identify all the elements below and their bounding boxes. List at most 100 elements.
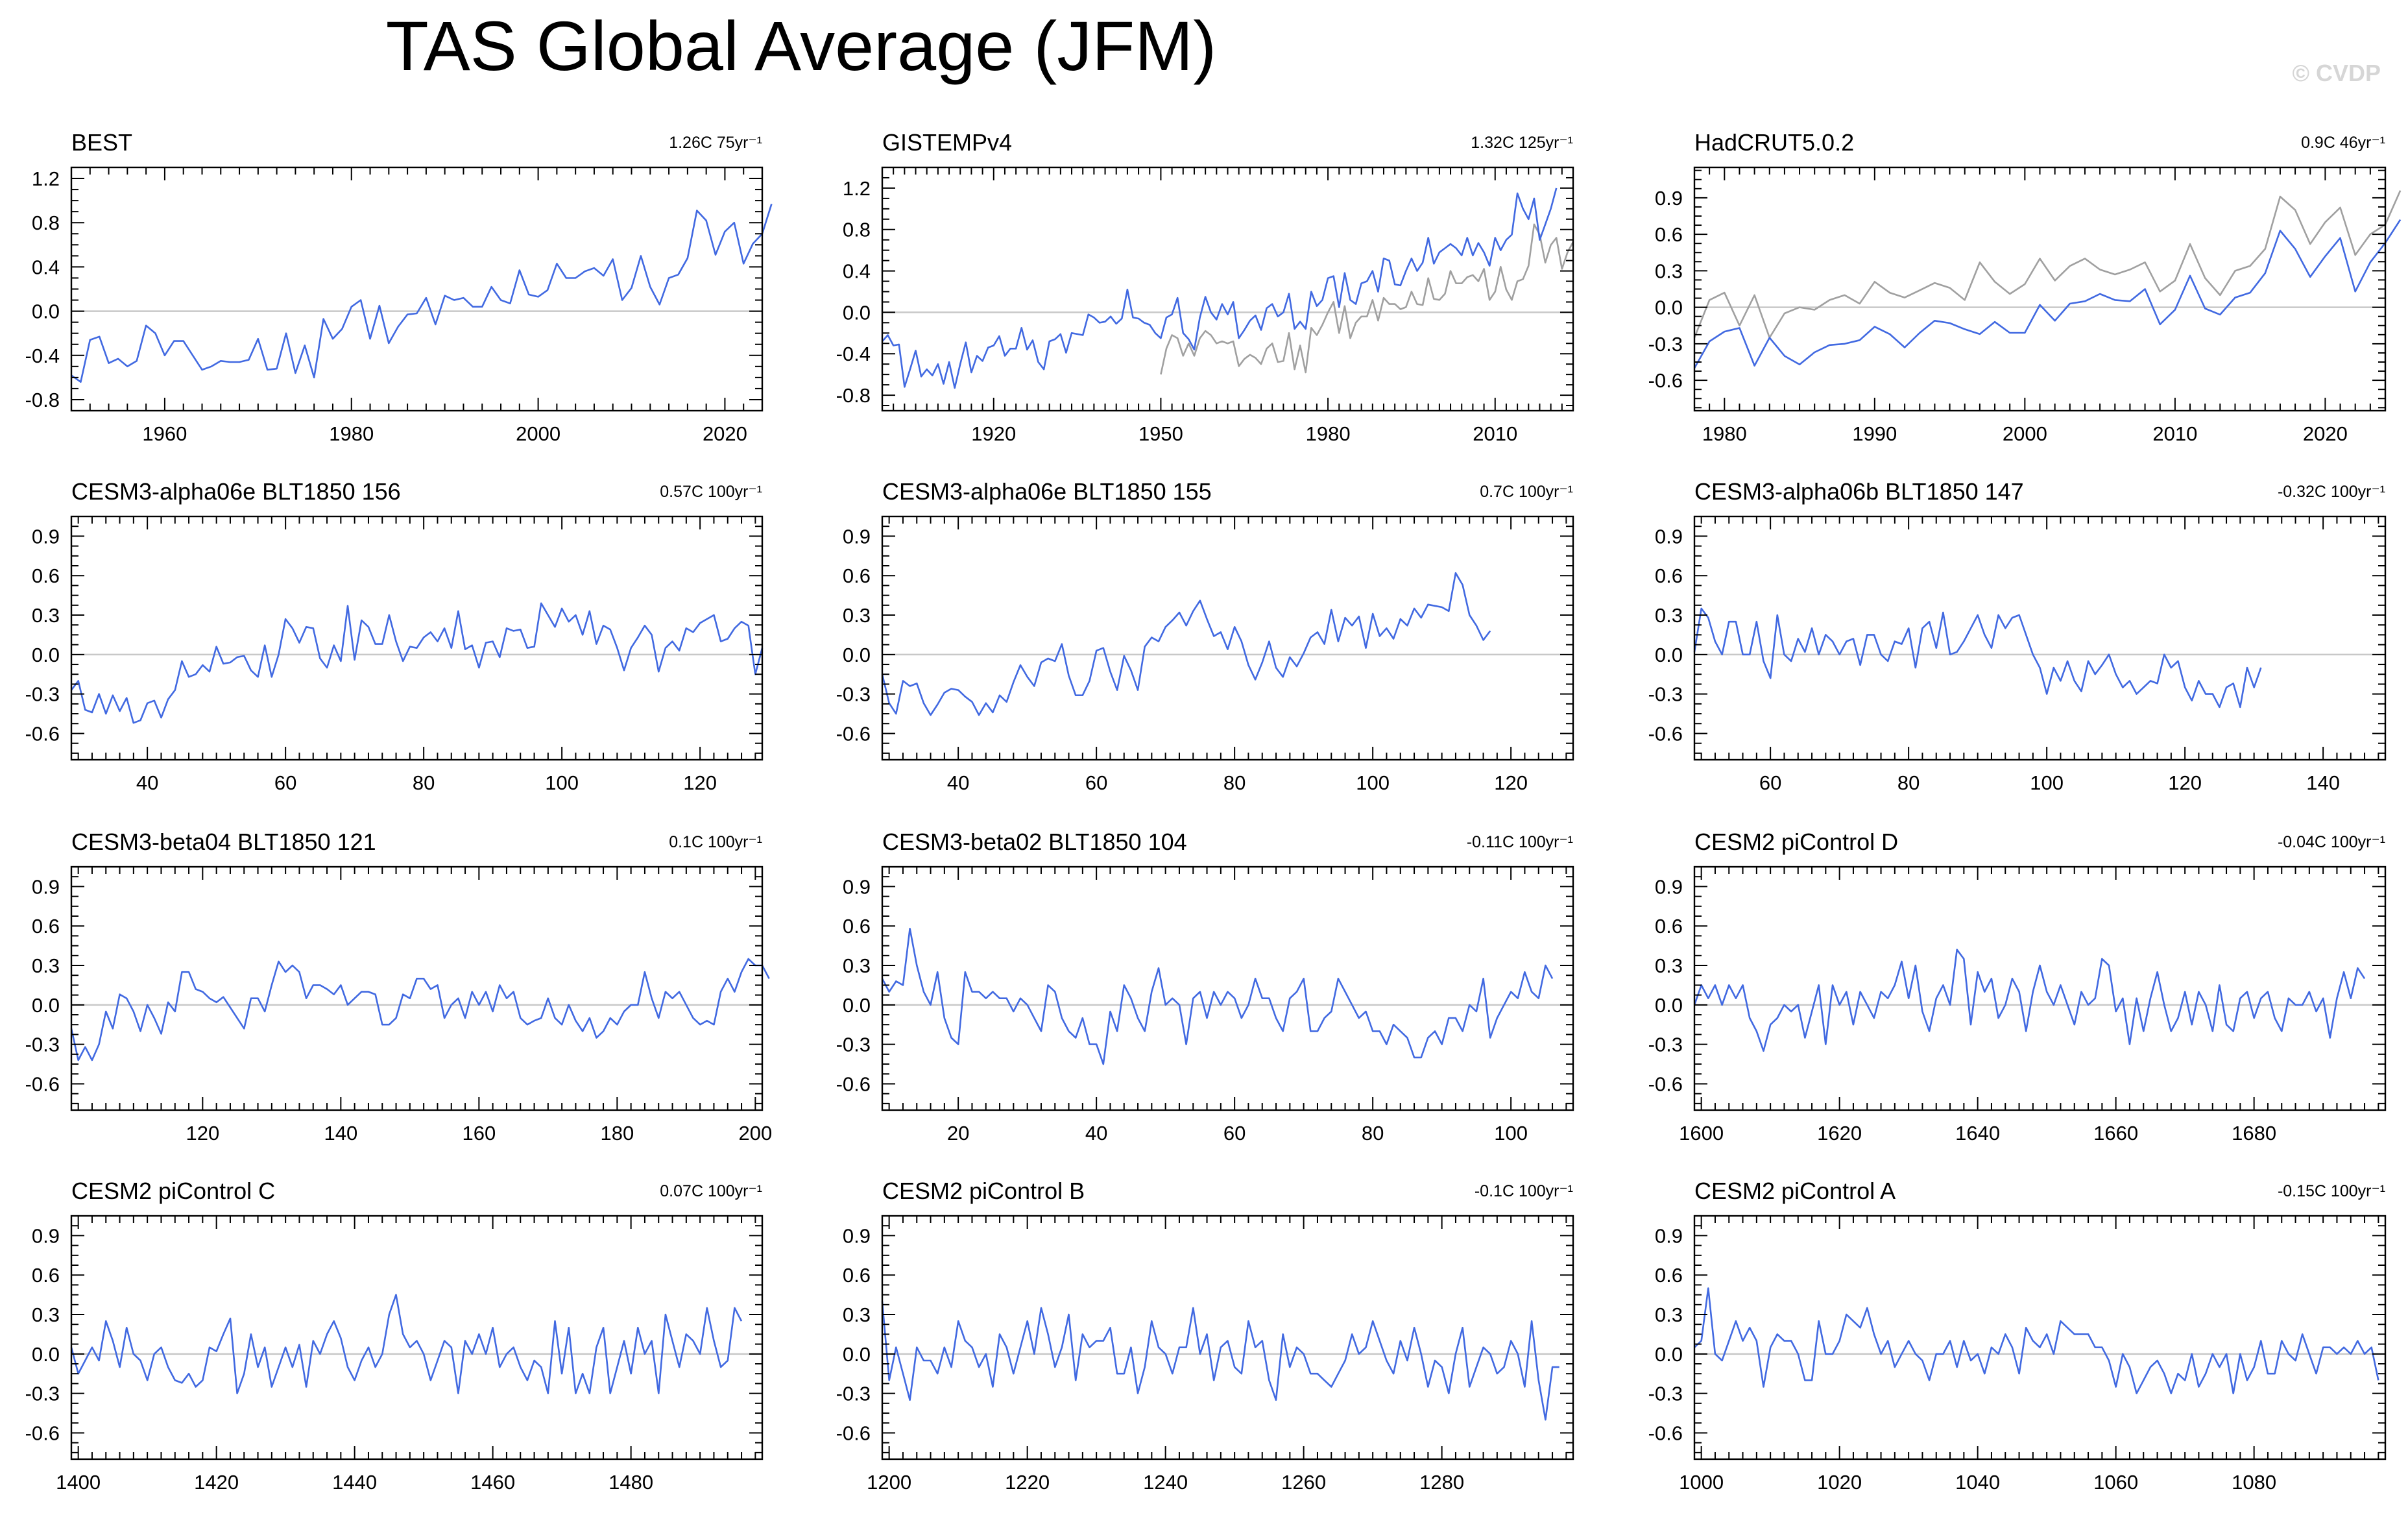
- y-tick-label: 0.0: [843, 1343, 871, 1366]
- panel-title: CESM2 piControl A: [1694, 1178, 1896, 1204]
- series-line: [881, 572, 1491, 716]
- plot-frame: [1693, 515, 2387, 761]
- y-tick-label: -0.4: [836, 343, 871, 365]
- y-tick-label: 0.3: [1655, 954, 1683, 977]
- y-tick-label: -0.8: [836, 384, 871, 407]
- x-tick-label: 40: [947, 771, 969, 794]
- panel-title: CESM3-alpha06b BLT1850 147: [1694, 478, 2024, 505]
- y-tick-label: 0.9: [32, 1224, 60, 1247]
- x-tick-label: 1000: [1679, 1471, 1724, 1494]
- x-tick-label: 1990: [1852, 422, 1897, 445]
- y-tick-label: 0.3: [843, 604, 871, 627]
- y-tick-label: 0.0: [1655, 994, 1683, 1017]
- y-tick-label: -0.8: [25, 389, 60, 411]
- y-tick-label: -0.3: [25, 1383, 60, 1405]
- chart-panel: -0.6 -0.3 0.0 0.3 0.6 0.9 1600 1620 1640 1660 1680…: [1648, 829, 2387, 1144]
- y-tick-label: -0.3: [1648, 333, 1683, 356]
- x-tick-label: 2020: [2303, 422, 2348, 445]
- x-tick-label: 2020: [703, 422, 747, 445]
- x-tick-label: 80: [413, 771, 435, 794]
- x-tick-label: 100: [1356, 771, 1390, 794]
- panel-trend: 1.26C 75yr⁻¹: [669, 134, 762, 152]
- y-tick-label: -0.6: [836, 722, 871, 745]
- plot-frame: [1693, 1215, 2387, 1460]
- x-tick-label: 1220: [1005, 1471, 1050, 1494]
- x-tick-label: 1980: [329, 422, 374, 445]
- series-line: [882, 188, 1558, 389]
- plot-frame: [881, 515, 1574, 761]
- y-tick-label: 0.9: [32, 525, 60, 548]
- panel-trend: -0.15C 100yr⁻¹: [2278, 1182, 2385, 1200]
- panel-title: CESM2 piControl C: [71, 1178, 275, 1204]
- x-tick-label: 1950: [1138, 422, 1183, 445]
- y-tick-label: 0.8: [32, 212, 60, 234]
- chart-panel: -0.6 -0.3 0.0 0.3 0.6 0.9 1400 1420 1440 1460 1480…: [25, 1178, 764, 1494]
- y-tick-label: 0.9: [1655, 1224, 1683, 1247]
- x-tick-label: 20: [947, 1122, 969, 1144]
- plot-frame: [70, 866, 764, 1111]
- x-tick-label: 100: [2030, 771, 2064, 794]
- panel-title: HadCRUT5.0.2: [1694, 129, 1854, 156]
- x-tick-label: 1020: [1817, 1471, 1862, 1494]
- x-tick-label: 60: [1085, 771, 1107, 794]
- y-tick-label: 0.3: [1655, 1303, 1683, 1326]
- chart-panel: -0.8 -0.4 0.0 0.4 0.8 1.2 1920 1950 1980 2010 GIST…: [836, 129, 1574, 445]
- x-tick-label: 120: [186, 1122, 219, 1144]
- panel-trend: 1.32C 125yr⁻¹: [1471, 134, 1573, 152]
- plot-frame: [70, 1215, 764, 1460]
- reference-line: [1693, 190, 2402, 339]
- y-tick-label: -0.3: [836, 1383, 871, 1405]
- y-tick-label: 0.0: [32, 644, 60, 666]
- panel-trend: -0.11C 100yr⁻¹: [1467, 833, 1573, 851]
- x-tick-label: 1620: [1817, 1122, 1862, 1144]
- series-line: [71, 203, 773, 383]
- chart-panel: -0.8 -0.4 0.0 0.4 0.8 1.2 1960 1980 2000 2020 BEST…: [25, 129, 773, 445]
- panel-title: BEST: [71, 129, 132, 156]
- y-tick-label: 0.6: [1655, 564, 1683, 587]
- panel-title: CESM2 piControl B: [882, 1178, 1085, 1204]
- y-tick-label: 0.3: [32, 954, 60, 977]
- y-tick-label: 0.3: [1655, 604, 1683, 627]
- x-tick-label: 1400: [56, 1471, 101, 1494]
- x-tick-label: 2000: [516, 422, 560, 445]
- y-tick-label: 0.0: [32, 300, 60, 323]
- figure-title: TAS Global Average (JFM): [385, 6, 1217, 85]
- y-tick-label: 0.6: [1655, 223, 1683, 246]
- y-tick-label: 0.9: [843, 1224, 871, 1247]
- y-tick-label: -0.3: [1648, 683, 1683, 706]
- x-tick-label: 1980: [1306, 422, 1351, 445]
- x-tick-label: 140: [2306, 771, 2340, 794]
- y-tick-label: -0.6: [1648, 369, 1683, 392]
- panel-title: GISTEMPv4: [882, 129, 1012, 156]
- y-tick-label: 0.6: [1655, 1264, 1683, 1287]
- series-line: [70, 1294, 743, 1394]
- x-tick-label: 1680: [2232, 1122, 2276, 1144]
- y-tick-label: 0.0: [843, 301, 871, 324]
- panel-trend: 0.1C 100yr⁻¹: [669, 833, 762, 851]
- x-tick-label: 1240: [1143, 1471, 1188, 1494]
- y-tick-label: 0.6: [843, 1264, 871, 1287]
- chart-panel: -0.6 -0.3 0.0 0.3 0.6 0.9 40 60 80 100 120 CESM3-al…: [25, 478, 764, 794]
- x-tick-label: 1060: [2093, 1471, 2138, 1494]
- reference-line: [1160, 223, 1574, 375]
- x-tick-label: 1960: [142, 422, 187, 445]
- series-line: [70, 602, 764, 724]
- y-tick-label: 0.0: [1655, 297, 1683, 319]
- y-tick-label: 0.9: [1655, 875, 1683, 898]
- cvdp-watermark: © CVDP: [2292, 60, 2381, 86]
- y-tick-label: -0.3: [836, 683, 871, 706]
- x-tick-label: 1280: [1419, 1471, 1464, 1494]
- panel-title: CESM2 piControl D: [1694, 829, 1898, 855]
- y-tick-label: 0.9: [1655, 525, 1683, 548]
- panel-trend: 0.57C 100yr⁻¹: [660, 483, 762, 501]
- y-tick-label: -0.4: [25, 345, 60, 367]
- panel-trend: 0.9C 46yr⁻¹: [2301, 134, 2385, 152]
- y-tick-label: 0.6: [32, 915, 60, 938]
- x-tick-label: 1460: [470, 1471, 515, 1494]
- x-tick-label: 1480: [608, 1471, 653, 1494]
- chart-panel: -0.6 -0.3 0.0 0.3 0.6 0.9 60 80 100 120 140 CESM3-a…: [1648, 478, 2387, 794]
- x-tick-label: 2010: [1473, 422, 1517, 445]
- y-tick-label: 0.9: [843, 525, 871, 548]
- x-tick-label: 1660: [2093, 1122, 2138, 1144]
- y-tick-label: 0.8: [843, 219, 871, 241]
